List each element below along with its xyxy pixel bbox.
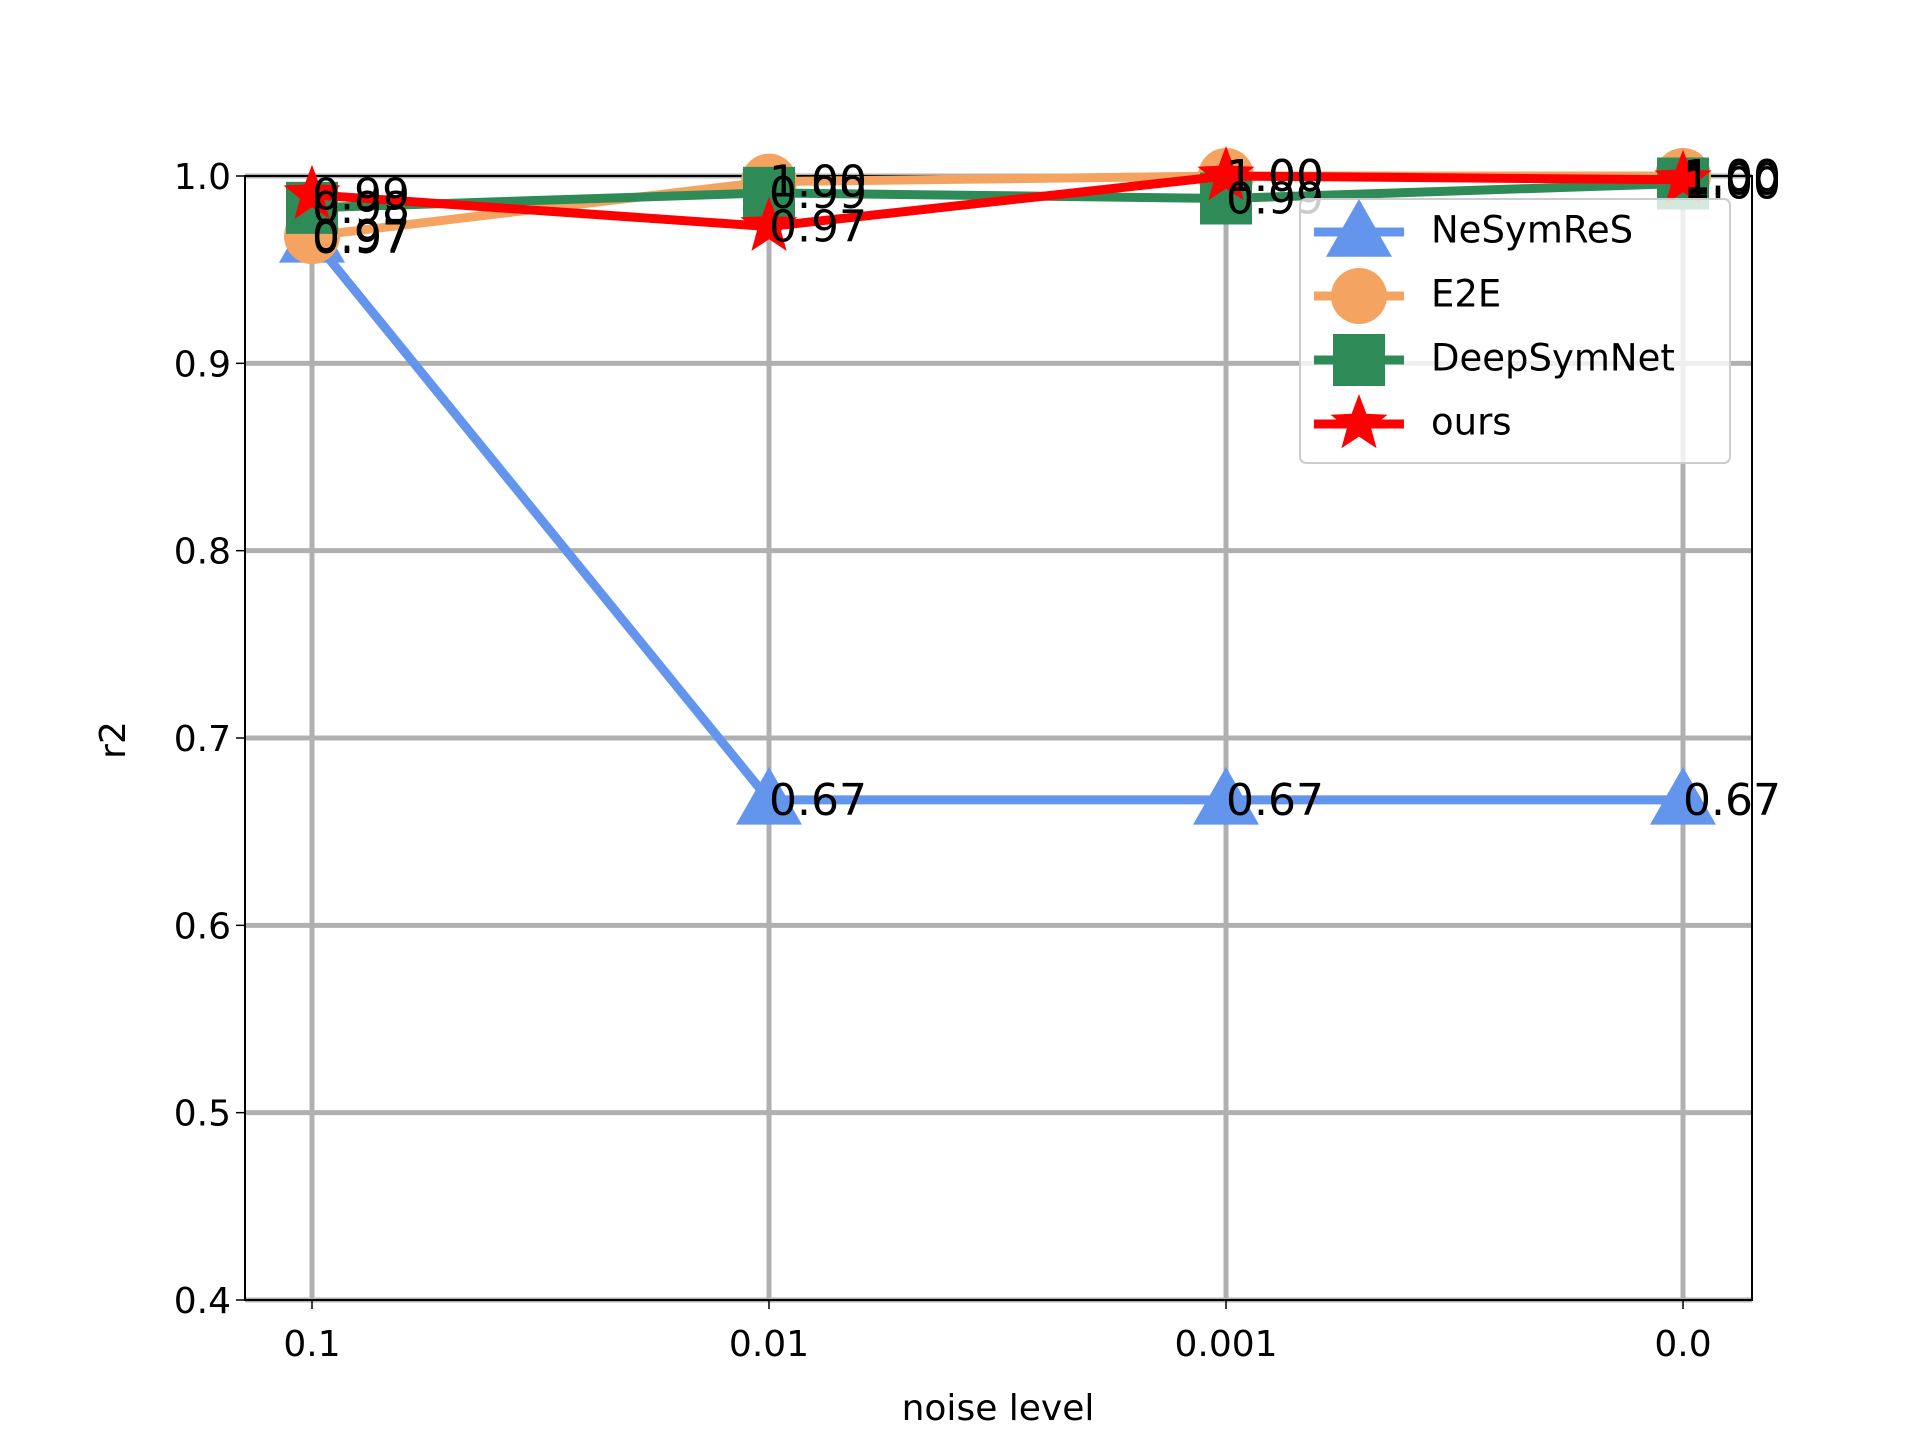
value-label: 1.00 — [1226, 151, 1324, 202]
x-tick-label: 0.001 — [1174, 1324, 1277, 1365]
value-label: 1.00 — [1226, 151, 1324, 202]
y-axis-label: r2 — [93, 721, 134, 759]
data-point — [740, 196, 798, 251]
legend-label: DeepSymNet — [1431, 337, 1675, 380]
value-label: 0.99 — [312, 170, 410, 221]
data-point — [283, 164, 341, 219]
data-point — [1654, 149, 1712, 204]
y-tick-label: 0.6 — [174, 906, 231, 947]
y-tick-label: 0.5 — [174, 1094, 231, 1135]
value-label: 0.97 — [312, 213, 410, 264]
y-tick-label: 0.7 — [174, 719, 231, 760]
x-tick-label: 0.1 — [283, 1324, 340, 1365]
legend-marker — [1333, 334, 1385, 386]
legend-label: ours — [1431, 401, 1512, 444]
value-label: 1.00 — [1683, 155, 1781, 206]
y-tick-label: 0.9 — [174, 344, 231, 385]
legend-label: NeSymReS — [1431, 209, 1633, 252]
value-label: 0.67 — [1683, 775, 1781, 826]
value-label: 1.00 — [1683, 151, 1781, 202]
legend-marker — [1331, 268, 1387, 324]
x-axis-label: noise level — [902, 1388, 1095, 1429]
series-line — [311, 178, 1684, 213]
y-tick-label: 1.0 — [174, 157, 231, 198]
value-label: 0.97 — [312, 211, 410, 262]
value-label: 0.97 — [769, 202, 867, 253]
value-label: 0.67 — [769, 775, 867, 826]
value-label: 0.99 — [769, 168, 867, 219]
legend-marker — [1330, 394, 1388, 449]
value-label: 1.00 — [769, 157, 867, 208]
data-point — [736, 766, 802, 825]
legend-marker — [1326, 199, 1392, 257]
data-point — [1197, 146, 1255, 201]
series-line — [308, 234, 1683, 805]
legend-label: E2E — [1431, 273, 1501, 316]
series-line — [311, 171, 1684, 232]
data-point — [1193, 766, 1259, 825]
y-tick-label: 0.4 — [174, 1281, 231, 1322]
x-tick-label: 0.01 — [729, 1324, 809, 1365]
value-label: 0.67 — [1226, 775, 1324, 826]
legend-box — [1299, 198, 1731, 464]
data-point — [1650, 766, 1716, 825]
value-label: 0.98 — [312, 183, 410, 234]
y-tick-label: 0.8 — [174, 532, 231, 573]
x-tick-label: 0.0 — [1654, 1324, 1711, 1365]
